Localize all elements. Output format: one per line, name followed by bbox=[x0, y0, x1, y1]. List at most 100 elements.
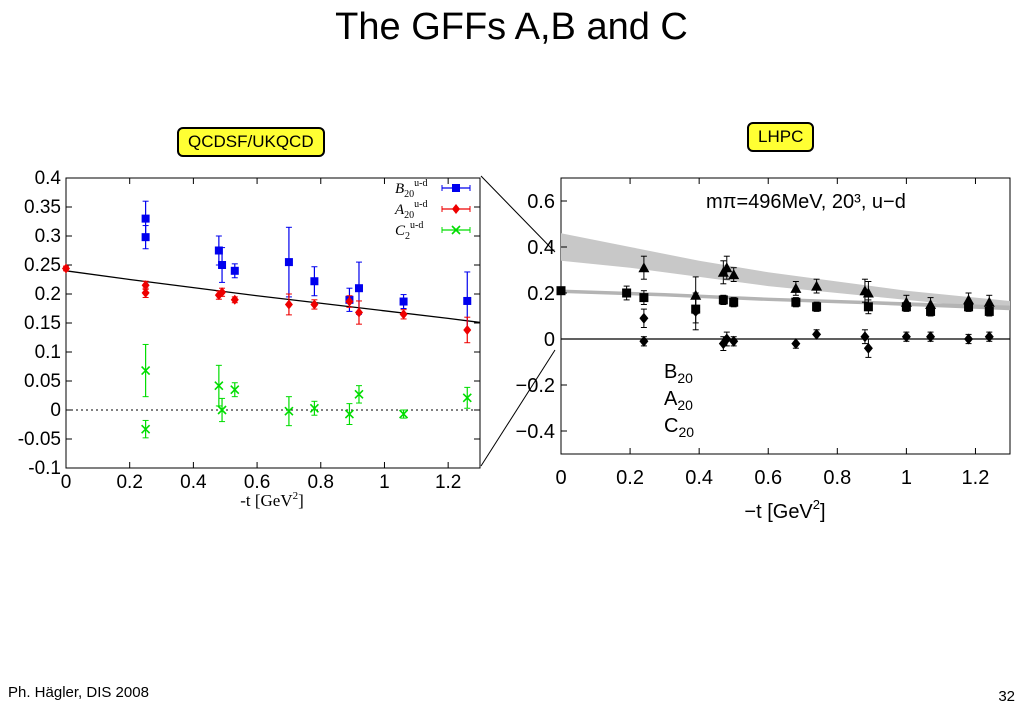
right-xtick-label: 0 bbox=[555, 467, 566, 489]
right-point-C bbox=[926, 331, 936, 343]
left-xtick-label: 0.8 bbox=[308, 472, 334, 493]
right-ytick-label: 0.2 bbox=[527, 283, 555, 305]
left-point-B bbox=[463, 296, 472, 305]
left-ticks: 0 0.2 0.4 0.6 0.8 1 1.2 -0.1 -0.05 0 0.05 0.1 0.15 0.… bbox=[18, 168, 480, 493]
right-point-B bbox=[862, 287, 874, 298]
right-ticks: 0 0.2 0.4 0.6 0.8 1 1.2 −0.4 −0.2 0 0.2 0.4 0.6 bbox=[516, 178, 990, 489]
left-ytick-label: 0.1 bbox=[35, 342, 61, 363]
slide-title: The GFFs A,B and C bbox=[335, 6, 688, 48]
right-point-A bbox=[622, 288, 632, 298]
right-point-A bbox=[901, 302, 911, 312]
right-ytick-label: 0.6 bbox=[527, 191, 555, 213]
right-xlabel: −t [GeV2] bbox=[744, 497, 825, 523]
left-point-C bbox=[214, 381, 224, 391]
right-point-C bbox=[863, 342, 873, 354]
right-marks bbox=[556, 255, 1010, 358]
left-ytick-label: 0.4 bbox=[35, 168, 62, 189]
right-point-A bbox=[863, 302, 873, 312]
lhpc-tag: LHPC bbox=[747, 122, 815, 152]
left-point-A bbox=[310, 299, 319, 310]
right-xtick-label: 1.2 bbox=[962, 467, 990, 489]
left-point-C bbox=[344, 409, 354, 419]
left-point-B bbox=[399, 297, 408, 306]
right-point-C bbox=[722, 333, 732, 345]
right-point-C bbox=[901, 331, 911, 343]
left-point-A bbox=[399, 309, 408, 320]
right-point-A bbox=[984, 306, 994, 316]
right-point-A bbox=[639, 293, 649, 303]
right-ytick-label: −0.2 bbox=[516, 375, 555, 397]
right-ytick-label: 0 bbox=[544, 329, 555, 351]
left-point-C bbox=[284, 406, 294, 416]
right-point-B bbox=[790, 282, 802, 293]
left-xtick-label: 0.6 bbox=[244, 472, 270, 493]
left-point-A bbox=[230, 294, 239, 305]
left-point-C bbox=[217, 405, 227, 415]
right-point-C bbox=[984, 331, 994, 343]
left-ytick-label: 0.35 bbox=[24, 197, 61, 218]
qcdsf-tag: QCDSF/UKQCD bbox=[177, 127, 325, 157]
right-chart: 0 0.2 0.4 0.6 0.8 1 1.2 −0.4 −0.2 0 0.2 0.4 0.6 mπ=4… bbox=[516, 177, 1011, 523]
left-point-A bbox=[354, 307, 363, 318]
left-point-B bbox=[141, 214, 150, 223]
right-point-A bbox=[791, 297, 801, 307]
left-point-B bbox=[218, 261, 227, 269]
connector-upper bbox=[480, 175, 556, 253]
legend-a-text: A20u-d bbox=[394, 199, 428, 221]
right-point-C bbox=[791, 338, 801, 350]
left-point-B bbox=[230, 266, 239, 275]
left-ytick-label: 0.2 bbox=[35, 284, 61, 305]
right-point-B bbox=[638, 262, 650, 273]
left-point-B bbox=[141, 233, 150, 242]
right-ytick-label: 0.4 bbox=[527, 237, 555, 259]
footer-page-number: 32 bbox=[998, 688, 1015, 705]
left-ytick-label: 0.05 bbox=[24, 371, 61, 392]
right-point-A bbox=[812, 302, 822, 312]
right-point-B bbox=[811, 280, 823, 291]
left-ytick-label: 0.25 bbox=[24, 255, 61, 276]
right-ytick-label: −0.4 bbox=[516, 421, 555, 443]
left-xtick-label: 0.4 bbox=[180, 472, 207, 493]
left-point-C bbox=[399, 409, 409, 419]
left-point-B bbox=[354, 284, 363, 293]
left-ytick-label: 0.15 bbox=[24, 313, 61, 334]
left-ytick-label: -0.05 bbox=[18, 429, 61, 450]
left-point-B bbox=[310, 277, 319, 286]
connector-lower bbox=[480, 349, 556, 467]
right-xtick-label: 0.8 bbox=[823, 467, 851, 489]
right-point-C bbox=[964, 333, 974, 345]
left-ytick-label: 0.3 bbox=[35, 226, 61, 247]
right-point-A bbox=[718, 295, 728, 305]
left-xlabel: -t [GeV2] bbox=[240, 490, 304, 510]
left-point-A bbox=[284, 299, 293, 310]
right-a20-band bbox=[561, 289, 1010, 311]
legend-c-text: C2u-d bbox=[395, 220, 423, 242]
right-point-A bbox=[729, 297, 739, 307]
left-point-A bbox=[463, 324, 472, 335]
right-point-C bbox=[691, 305, 701, 317]
right-legend: B20 A20 C20 bbox=[664, 361, 694, 440]
footer-author: Ph. Hägler, DIS 2008 bbox=[8, 684, 149, 701]
right-point-C bbox=[639, 312, 649, 324]
left-plot-frame bbox=[65, 177, 481, 469]
right-point-B bbox=[728, 269, 740, 280]
left-point-C bbox=[309, 403, 319, 413]
right-xtick-label: 1 bbox=[901, 467, 912, 489]
legend-b-text: B20u-d bbox=[395, 178, 428, 200]
right-xtick-label: 0.2 bbox=[616, 467, 644, 489]
left-point-C bbox=[462, 393, 472, 403]
left-legend-marker-B bbox=[452, 184, 460, 192]
left-point-C bbox=[141, 424, 151, 434]
legend-b20-text: B20 bbox=[664, 361, 693, 386]
left-legend-marker-A bbox=[452, 204, 460, 214]
left-point-A bbox=[141, 287, 150, 298]
left-legend-marker-C bbox=[451, 225, 461, 235]
left-point-A bbox=[62, 263, 70, 274]
right-point-B bbox=[983, 296, 995, 307]
left-chart: 0 0.2 0.4 0.6 0.8 1 1.2 -0.1 -0.05 0 0.05 0.1 0.15 0.… bbox=[18, 168, 481, 510]
legend-a20-text: A20 bbox=[664, 388, 693, 413]
right-bands bbox=[561, 233, 1010, 311]
left-point-C bbox=[230, 385, 240, 395]
right-xtick-label: 0.4 bbox=[685, 467, 713, 489]
